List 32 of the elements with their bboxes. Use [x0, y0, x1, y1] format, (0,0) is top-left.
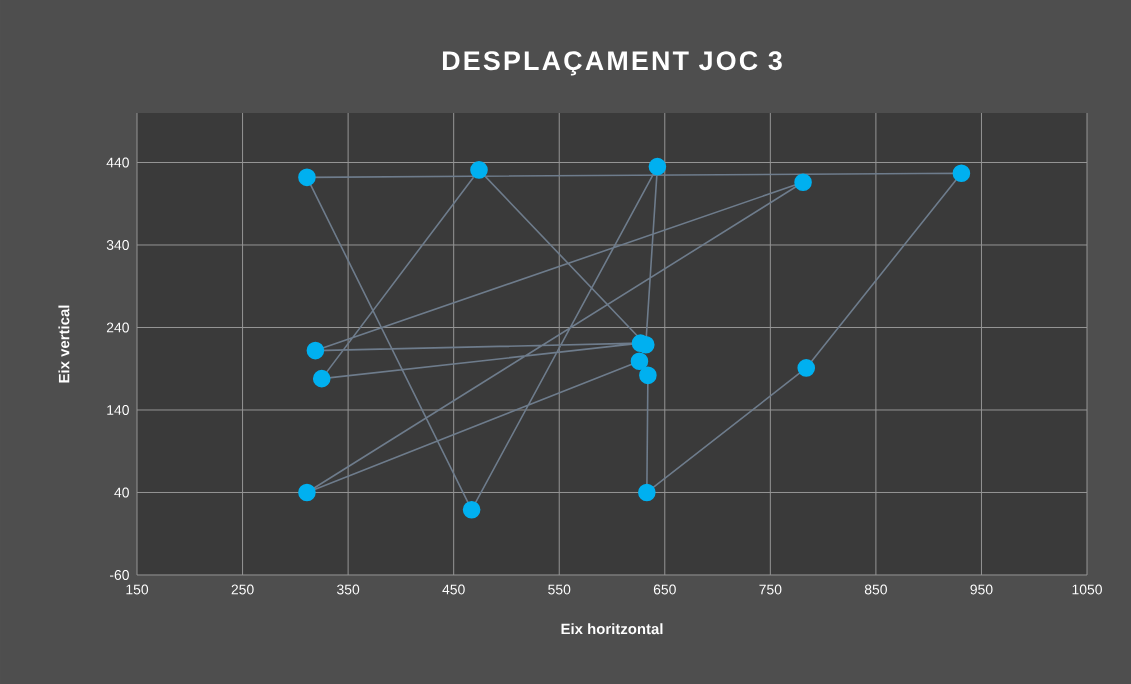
- point: [797, 359, 816, 377]
- x-tick-label: 150: [126, 584, 149, 595]
- point: [312, 369, 331, 388]
- point: [639, 366, 657, 385]
- x-tick-label: 850: [864, 584, 887, 595]
- y-axis-title: Eix vertical: [58, 305, 70, 383]
- x-tick-label: 350: [337, 584, 360, 595]
- x-tick-label: 650: [653, 584, 676, 595]
- x-axis-title: Eix horitzontal: [561, 623, 663, 635]
- point: [638, 483, 656, 502]
- chart-title: DESPLAÇAMENT JOC 3: [442, 51, 782, 76]
- x-tick-label: 950: [970, 584, 993, 595]
- y-tick-label: -60: [109, 570, 129, 580]
- x-tick-label: 750: [759, 584, 782, 595]
- point: [648, 157, 667, 176]
- y-tick-label: 140: [107, 405, 129, 415]
- x-tick-label: 450: [442, 584, 465, 595]
- x-tick-label: 550: [548, 584, 571, 595]
- point: [298, 483, 316, 502]
- point: [306, 341, 325, 360]
- x-tick-label: 250: [231, 584, 254, 595]
- x-tick-label: 1050: [1072, 584, 1102, 595]
- point: [470, 161, 488, 179]
- point: [630, 352, 649, 371]
- y-tick-label: 440: [106, 157, 129, 168]
- y-tick-label: 40: [114, 487, 129, 498]
- point: [298, 168, 316, 187]
- point: [794, 173, 812, 192]
- y-tick-label: 340: [106, 240, 129, 250]
- point: [462, 501, 481, 519]
- point: [952, 164, 971, 183]
- y-tick-label: 240: [106, 322, 129, 333]
